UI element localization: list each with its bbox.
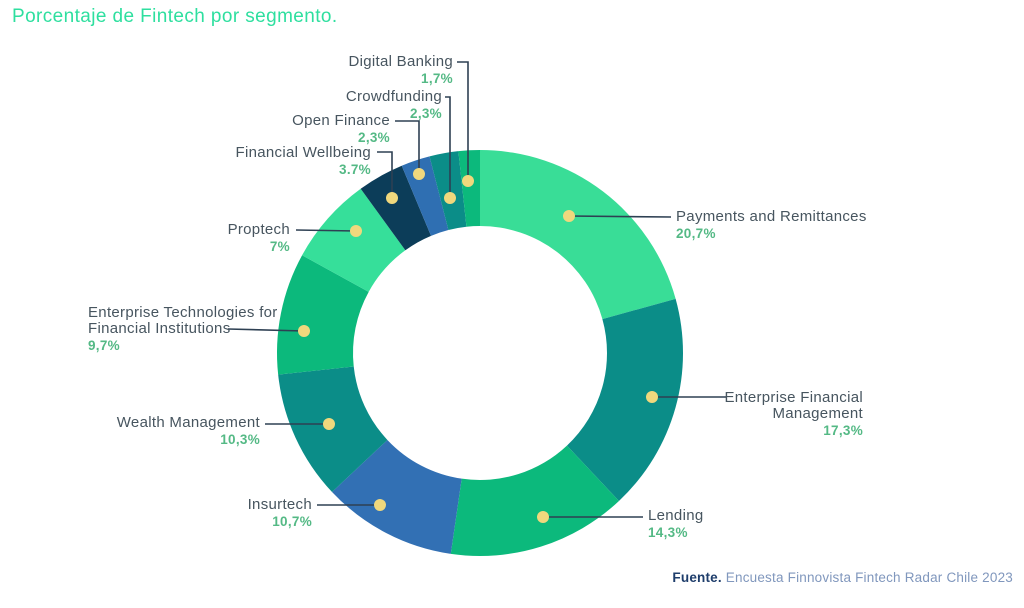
- callout-dot-payments: [563, 210, 575, 222]
- segment-value-payments: 20,7%: [676, 226, 716, 241]
- callout-digital-banking: Digital Banking 1,7%: [348, 53, 453, 87]
- donut-segment-proptech: [302, 188, 406, 292]
- segment-label-wellbeing: Financial Wellbeing: [235, 144, 371, 161]
- segment-value-wealth: 10,3%: [220, 432, 260, 447]
- segment-label-proptech: Proptech: [227, 221, 290, 238]
- leader-line-proptech: [295, 229, 357, 232]
- callout-dot-openfinance: [413, 168, 425, 180]
- donut-segment-insurtech: [332, 439, 462, 554]
- callout-dot-lending: [537, 511, 549, 523]
- leader-line-payments: [568, 215, 672, 218]
- segment-label-digitalbanking: Digital Banking: [348, 53, 453, 70]
- segment-value-digitalbanking: 1,7%: [421, 71, 453, 86]
- leader-line-wellbeing: [377, 151, 393, 198]
- callout-financial-wellbeing: Financial Wellbeing 3.7%: [235, 144, 372, 178]
- leader-line-crowdfunding: [445, 96, 451, 198]
- callout-insurtech: Insurtech 10,7%: [247, 496, 312, 530]
- callout-dot-efm: [646, 391, 658, 403]
- segment-value-lending: 14,3%: [648, 525, 688, 540]
- donut-segment-digitalbanking: [458, 150, 480, 227]
- callout-dot-wealth: [323, 418, 335, 430]
- callout-dot-wellbeing: [386, 192, 398, 204]
- donut-segment-crowdfunding: [429, 151, 467, 230]
- source-prefix: Fuente.: [672, 570, 722, 585]
- segment-label-efm: Enterprise Financial Management: [724, 389, 863, 422]
- donut-segment-efm: [566, 298, 684, 501]
- segment-label-lending: Lending: [648, 507, 704, 524]
- chart-title: Porcentaje de Fintech por segmento.: [12, 6, 338, 27]
- segment-label-insurtech: Insurtech: [247, 496, 312, 513]
- callout-open-finance: Open Finance 2,3%: [292, 112, 390, 146]
- segment-value-efm: 17,3%: [823, 423, 863, 438]
- segment-label-openfinance: Open Finance: [292, 112, 390, 129]
- callout-enterprise-financial-management: Enterprise Financial Management 17,3%: [724, 389, 863, 439]
- segment-value-openfinance: 2,3%: [358, 130, 390, 145]
- callout-dot-digitalbanking: [462, 175, 474, 187]
- donut-segment-lending: [450, 445, 619, 556]
- callout-dot-crowdfunding: [444, 192, 456, 204]
- leader-line-openfinance: [395, 120, 420, 174]
- segment-value-crowdfunding: 2,3%: [410, 106, 442, 121]
- callout-dot-proptech: [350, 225, 362, 237]
- segment-label-payments: Payments and Remittances: [676, 208, 867, 225]
- callout-crowdfunding: Crowdfunding 2,3%: [345, 88, 442, 122]
- segment-value-wellbeing: 3.7%: [339, 162, 371, 177]
- segment-label-enttech: Enterprise Technologies for Financial In…: [88, 304, 278, 337]
- segment-value-proptech: 7%: [269, 239, 290, 254]
- leader-line-enttech: [227, 328, 305, 332]
- callout-dot-insurtech: [374, 499, 386, 511]
- callout-dot-enttech: [298, 325, 310, 337]
- segment-label-crowdfunding: Crowdfunding: [345, 88, 442, 105]
- callout-lending: Lending 14,3%: [648, 507, 704, 541]
- donut-segment-wellbeing: [360, 165, 432, 251]
- segment-value-insurtech: 10,7%: [272, 514, 312, 529]
- segment-value-enttech: 9,7%: [88, 338, 120, 353]
- callout-payments: Payments and Remittances 20,7%: [676, 208, 867, 242]
- segment-label-wealth: Wealth Management: [116, 414, 260, 431]
- donut-segment-openfinance: [401, 156, 449, 236]
- callout-enterprise-technologies: Enterprise Technologies for Financial In…: [88, 304, 278, 354]
- source-note: Fuente. Encuesta Finnovista Fintech Rada…: [672, 570, 1013, 586]
- callout-wealth-management: Wealth Management 10,3%: [116, 414, 260, 448]
- leader-line-digitalbanking: [457, 61, 469, 181]
- donut-segment-enttech: [277, 255, 369, 375]
- donut-segment-payments: [480, 150, 676, 320]
- source-text: Encuesta Finnovista Fintech Radar Chile …: [725, 570, 1013, 585]
- donut-segment-wealth: [278, 366, 388, 492]
- callout-proptech: Proptech 7%: [227, 221, 290, 255]
